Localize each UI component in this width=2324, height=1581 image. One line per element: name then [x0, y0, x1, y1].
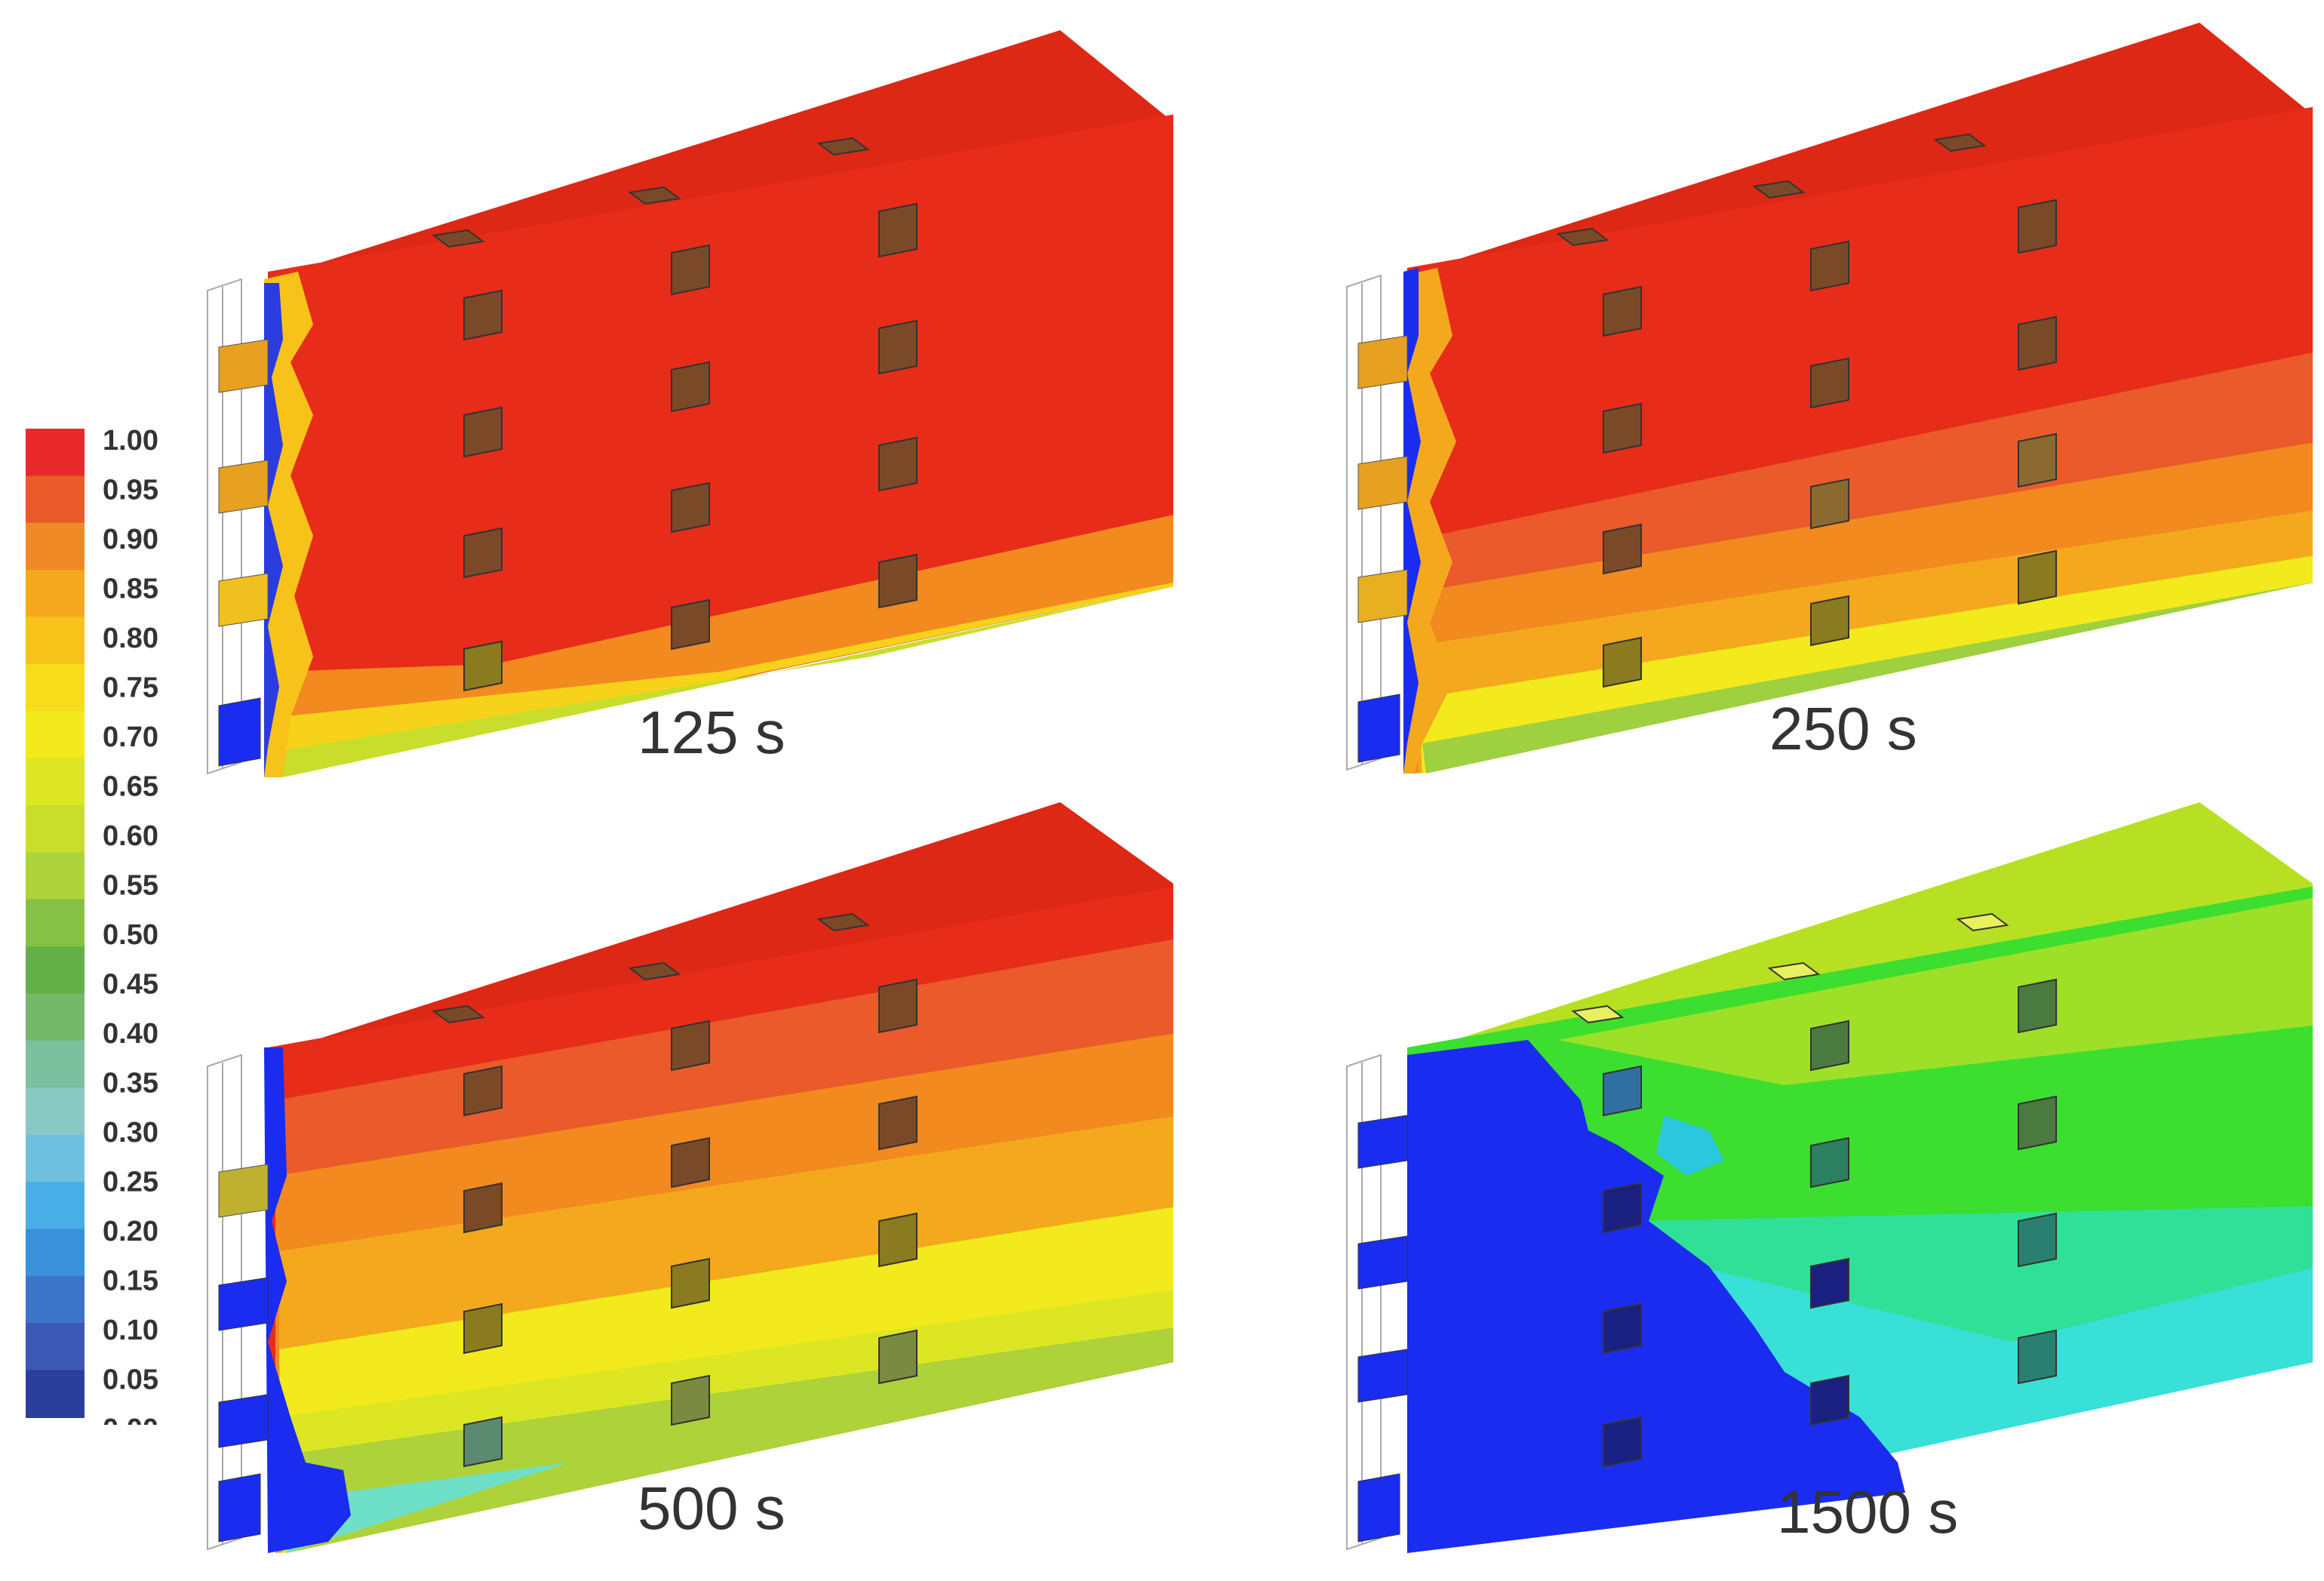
colorbar-tick-label: 0.60 [103, 820, 158, 852]
colorbar-tick-label: 0.05 [103, 1364, 158, 1396]
colorbar-tick-label: 0.55 [103, 870, 158, 902]
colorbar-swatch [26, 1134, 85, 1183]
panel-1500s-contour [1346, 802, 2313, 1553]
colorbar-tick-label: 0.95 [103, 475, 158, 506]
colorbar-tick-label: 0.15 [103, 1266, 158, 1297]
panel-125s-contour [207, 30, 1173, 777]
left-edge-blue [264, 1047, 351, 1553]
blue-region-halo [1656, 1115, 1724, 1176]
colorbar-swatch [26, 429, 85, 477]
left-edge-mix [264, 272, 313, 777]
windows [463, 978, 918, 1468]
balconies [1357, 335, 1408, 763]
panel-1500s-label: 1500 s [1777, 1478, 1959, 1546]
colorbar-tick-label: 0.85 [103, 574, 158, 605]
colorbar-legend: 1.00 0.95 0.90 0.85 0.80 0.75 0.70 0.65 0.60 0.55… [26, 429, 158, 1425]
colorbar-tick-label: 0.40 [103, 1018, 158, 1050]
contour-band-green [1422, 582, 2313, 774]
colorbar-swatch [26, 993, 85, 1041]
colorbar-swatch [26, 1040, 85, 1089]
colorbar-tick-label: 0.30 [103, 1117, 158, 1149]
top-face [268, 802, 1173, 1055]
panel-125s-label: 125 s [638, 699, 785, 766]
roof-vents [1571, 912, 2009, 1024]
roof-vents [1556, 133, 1987, 247]
colorbar-swatch [26, 711, 85, 759]
colorbar-swatch [26, 617, 85, 665]
top-face [1407, 802, 2313, 1055]
panel-250s-label: 250 s [1769, 695, 1917, 762]
colorbar-swatch [26, 758, 85, 807]
colorbar-swatch [26, 522, 85, 571]
colorbar-tick-labels: 1.00 0.95 0.90 0.85 0.80 0.75 0.70 0.65 0.60 0.55… [103, 429, 158, 1425]
top-face [1407, 23, 2313, 275]
colorbar-tick-label: 0.10 [103, 1315, 158, 1346]
left-edge-blue [264, 283, 283, 777]
contour-band-cyan [283, 1463, 570, 1553]
colorbar-swatch [26, 663, 85, 712]
colorbar-tick-label: 0.45 [103, 969, 158, 1001]
windows [1603, 198, 2057, 688]
colorbar-tick-label: 0.00 [103, 1413, 158, 1425]
colorbar-swatch [26, 570, 85, 618]
panel-500s-label: 500 s [638, 1475, 785, 1542]
colorbar-swatch [26, 1229, 85, 1277]
panel-1500s: 1500 s [1332, 798, 2313, 1553]
colorbar-swatch [26, 1087, 85, 1136]
left-edge-blue [1403, 268, 1421, 774]
colorbar-tick-label: 0.20 [103, 1216, 158, 1247]
windows [463, 202, 918, 692]
roof-vents [432, 912, 870, 1024]
panel-125s: 125 s [192, 23, 1173, 777]
colorbar-swatch [26, 946, 85, 995]
balconies [218, 339, 269, 767]
windows [1603, 978, 2057, 1468]
colorbar-swatch [26, 899, 85, 948]
colorbar-swatches [26, 429, 85, 1418]
colorbar-tick-label: 0.80 [103, 623, 158, 654]
colorbar-tick-label: 0.35 [103, 1068, 158, 1100]
roof-vents [432, 137, 870, 248]
colorbar-swatch [26, 1370, 85, 1418]
contour-band-green [279, 586, 1173, 777]
colorbar-swatch [26, 1323, 85, 1371]
balconies [218, 1164, 269, 1543]
balconies [1357, 1115, 1408, 1543]
colorbar-swatch [26, 852, 85, 900]
colorbar-tick-label: 0.90 [103, 524, 158, 555]
colorbar-tick-label: 0.65 [103, 771, 158, 803]
colorbar-tick-label: 0.70 [103, 721, 158, 753]
colorbar-tick-label: 0.50 [103, 919, 158, 951]
colorbar-tick-label: 0.75 [103, 672, 158, 704]
panel-500s: 500 s [192, 798, 1173, 1553]
colorbar-swatch [26, 1182, 85, 1230]
left-edge-mix [1403, 268, 1456, 774]
contour-band-lime [1558, 897, 2313, 1085]
blue-region [1407, 1040, 1905, 1553]
panel-500s-contour [207, 802, 1173, 1553]
colorbar-swatch [26, 1275, 85, 1324]
panel-250s: 250 s [1332, 19, 2313, 774]
panel-250s-contour [1346, 23, 2313, 774]
colorbar-swatch [26, 475, 85, 524]
colorbar-tick-label: 0.25 [103, 1167, 158, 1198]
top-face [268, 30, 1173, 279]
colorbar-swatch [26, 805, 85, 854]
contour-band-green [283, 1327, 1173, 1553]
colorbar-tick-label: 1.00 [103, 429, 158, 457]
